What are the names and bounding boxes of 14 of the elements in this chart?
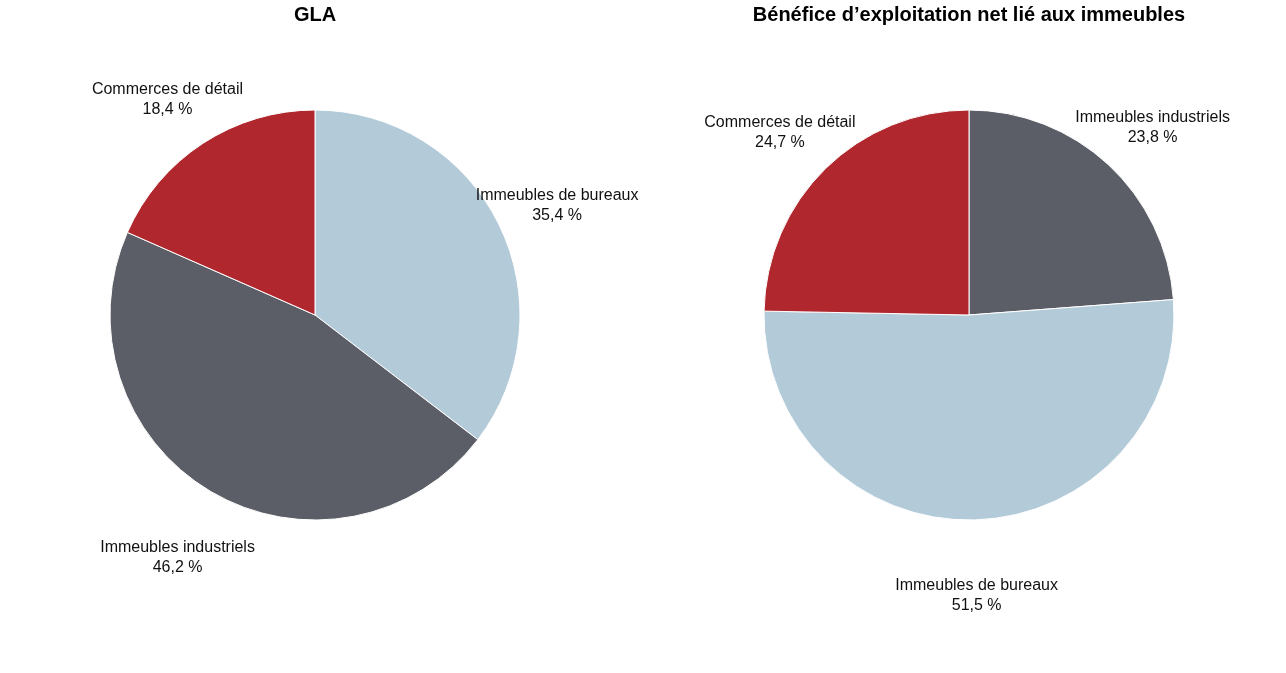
- data-label: 46,2 %: [152, 558, 203, 576]
- slice-label: Immeubles de bureaux: [475, 186, 639, 204]
- slice-label: Immeubles industriels: [100, 538, 255, 556]
- data-label: 18,4 %: [142, 99, 193, 117]
- slice-label: Immeubles industriels: [1075, 108, 1230, 126]
- slice-label: Commerces de détail: [91, 79, 244, 97]
- data-label: 24,7 %: [754, 133, 805, 151]
- data-label: 23,8 %: [1127, 128, 1178, 146]
- slice-label: Commerces de détail: [704, 113, 856, 131]
- data-label: 35,4 %: [532, 206, 582, 224]
- chart-title: GLA: [293, 3, 337, 25]
- data-label: 51,5 %: [951, 595, 1002, 613]
- chart-title: Bénéfice d’exploitation net lié aux immeubles: [752, 3, 1186, 25]
- slice-label: Immeubles de bureaux: [895, 575, 1059, 593]
